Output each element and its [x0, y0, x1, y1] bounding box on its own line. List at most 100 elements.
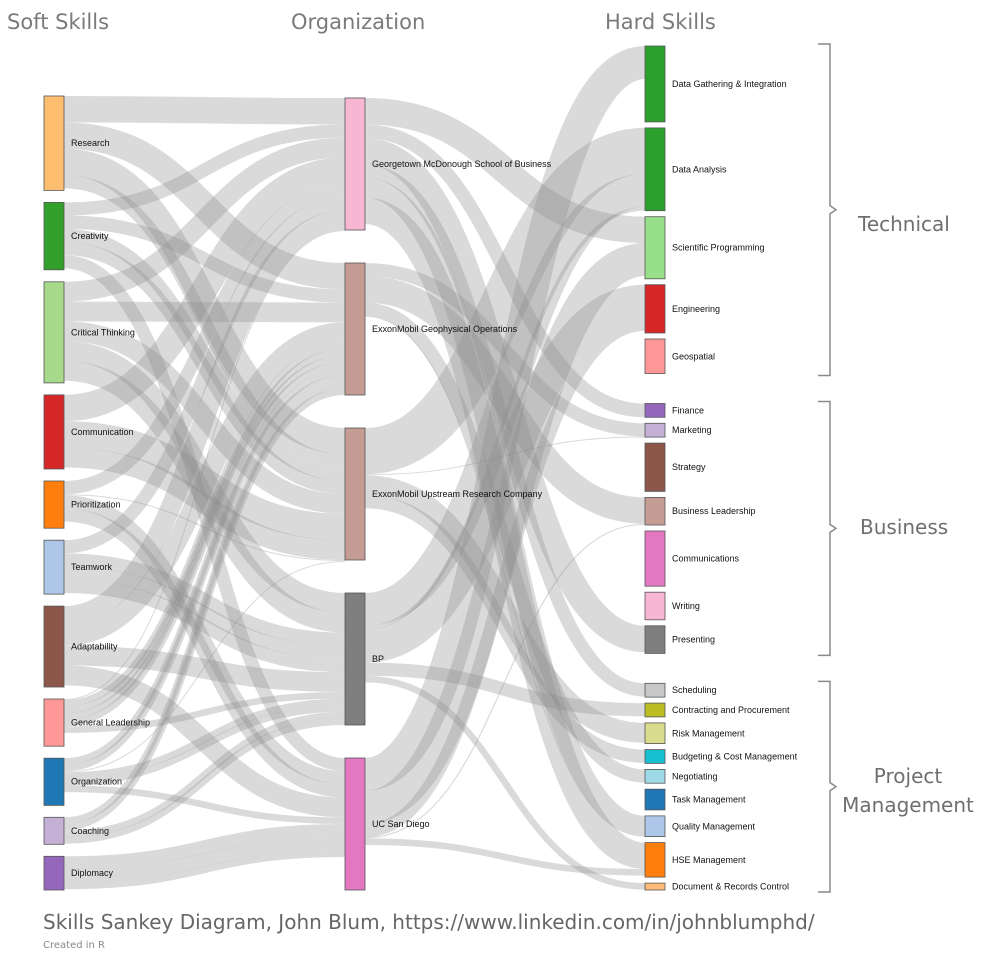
soft-node-diplomacy	[43, 855, 65, 891]
hard-node-risk-management	[644, 722, 666, 745]
flow-link	[364, 675, 646, 890]
flow-link	[364, 263, 646, 437]
org-node-exxonmobil-geophysical-operations	[344, 262, 366, 396]
hard-node-hse-management	[644, 842, 666, 878]
soft-node-research	[43, 95, 65, 191]
flow-link	[63, 645, 346, 692]
footer-subtitle: Created in R	[43, 940, 105, 951]
flow-link	[63, 362, 346, 727]
hard-label-strategy: Strategy	[672, 462, 706, 472]
flow-link	[63, 341, 346, 613]
soft-label-communication: Communication	[71, 427, 134, 437]
flow-link	[63, 850, 346, 890]
hard-label-negotiating: Negotiating	[672, 771, 718, 781]
footer-title: Skills Sankey Diagram, John Blum, https:…	[43, 910, 815, 934]
soft-node-critical-thinking	[43, 281, 65, 384]
flow-link	[363, 284, 647, 663]
hard-node-data-gathering-and-integration	[644, 45, 666, 123]
business-group-label: Business	[860, 515, 949, 539]
flow-link	[364, 523, 646, 839]
flow-link	[63, 381, 346, 824]
soft-node-coaching	[43, 816, 65, 845]
flow-link	[63, 711, 346, 838]
org-label-exxonmobil-geophysical-operations: ExxonMobil Geophysical Operations	[372, 324, 518, 334]
flow-link	[363, 138, 647, 653]
flow-link	[63, 124, 346, 216]
flow-link	[63, 692, 346, 733]
flow-link	[63, 137, 346, 302]
hard-label-quality-management: Quality Management	[672, 821, 756, 831]
hard-label-data-analysis: Data Analysis	[672, 164, 727, 174]
hard-label-risk-management: Risk Management	[672, 728, 745, 738]
org-node-exxonmobil-upstream-research-company	[344, 427, 366, 561]
flow-link	[63, 241, 346, 494]
flow-link	[63, 665, 346, 818]
flow-link	[63, 348, 346, 714]
hard-node-scientific-programming	[644, 216, 666, 280]
flow-link	[364, 124, 646, 418]
flow-link	[63, 837, 346, 883]
hard-label-writing: Writing	[672, 601, 700, 611]
flow-link	[63, 495, 346, 785]
flow-link	[63, 228, 346, 481]
flow-link	[63, 210, 346, 626]
hard-node-marketing	[644, 422, 666, 438]
flow-link	[364, 207, 646, 630]
flow-link	[63, 785, 346, 824]
flow-link	[363, 177, 647, 836]
hard-node-finance	[644, 403, 666, 418]
hard-label-communications: Communications	[672, 554, 740, 564]
flow-link	[63, 183, 346, 495]
flow-link	[364, 164, 646, 697]
project-management-group-label: Project Management	[840, 762, 976, 820]
hard-label-data-gathering-and-integration: Data Gathering & Integration	[672, 79, 787, 89]
hard-node-scheduling	[644, 682, 666, 698]
soft-label-research: Research	[71, 138, 110, 148]
hard-label-task-management: Task Management	[672, 795, 746, 805]
flow-link	[364, 302, 646, 783]
hard-node-contracting-and-procurement	[644, 702, 666, 718]
flow-link	[363, 197, 647, 870]
org-node-uc-san-diego	[344, 757, 366, 891]
flow-link	[63, 148, 346, 455]
flow-link	[63, 322, 346, 646]
hard-label-marketing: Marketing	[672, 425, 712, 435]
soft-label-coaching: Coaching	[71, 826, 109, 836]
soft-label-adaptability: Adaptability	[71, 642, 118, 652]
soft-label-general-leadership: General Leadership	[71, 718, 150, 728]
flow-link	[63, 215, 346, 303]
soft-label-organization: Organization	[71, 777, 122, 787]
flow-link	[63, 421, 346, 541]
hard-label-document-and-records-control: Document & Records Control	[672, 882, 789, 892]
soft-skills-header: Soft Skills	[7, 10, 110, 34]
hard-node-communications	[644, 530, 666, 587]
soft-node-organization	[43, 757, 65, 806]
flow-link	[364, 838, 646, 876]
org-node-bp	[344, 592, 366, 726]
soft-node-prioritization	[43, 480, 65, 529]
flow-link	[63, 230, 346, 700]
flow-link	[63, 579, 346, 673]
flow-link	[364, 276, 646, 524]
hard-label-scientific-programming: Scientific Programming	[672, 243, 765, 253]
hard-skills-header: Hard Skills	[605, 10, 716, 34]
hard-node-geospatial	[644, 338, 666, 374]
flow-link	[364, 662, 646, 717]
hard-node-business-leadership	[644, 496, 666, 526]
hard-label-engineering: Engineering	[672, 304, 720, 314]
soft-node-communication	[43, 394, 65, 470]
technical-group-label: Technical	[858, 212, 950, 236]
flow-link	[63, 96, 346, 125]
flow-link	[63, 360, 346, 633]
flow-link	[63, 197, 346, 554]
hard-node-quality-management	[644, 815, 666, 838]
soft-node-general-leadership	[43, 698, 65, 747]
group-brackets	[818, 43, 838, 893]
hard-label-presenting: Presenting	[672, 635, 715, 645]
flow-link	[63, 321, 346, 514]
hard-node-negotiating	[644, 769, 666, 784]
flow-link	[362, 46, 648, 791]
sankey-nodes: Research Creativity Critical Thinking Commu…	[43, 45, 798, 892]
